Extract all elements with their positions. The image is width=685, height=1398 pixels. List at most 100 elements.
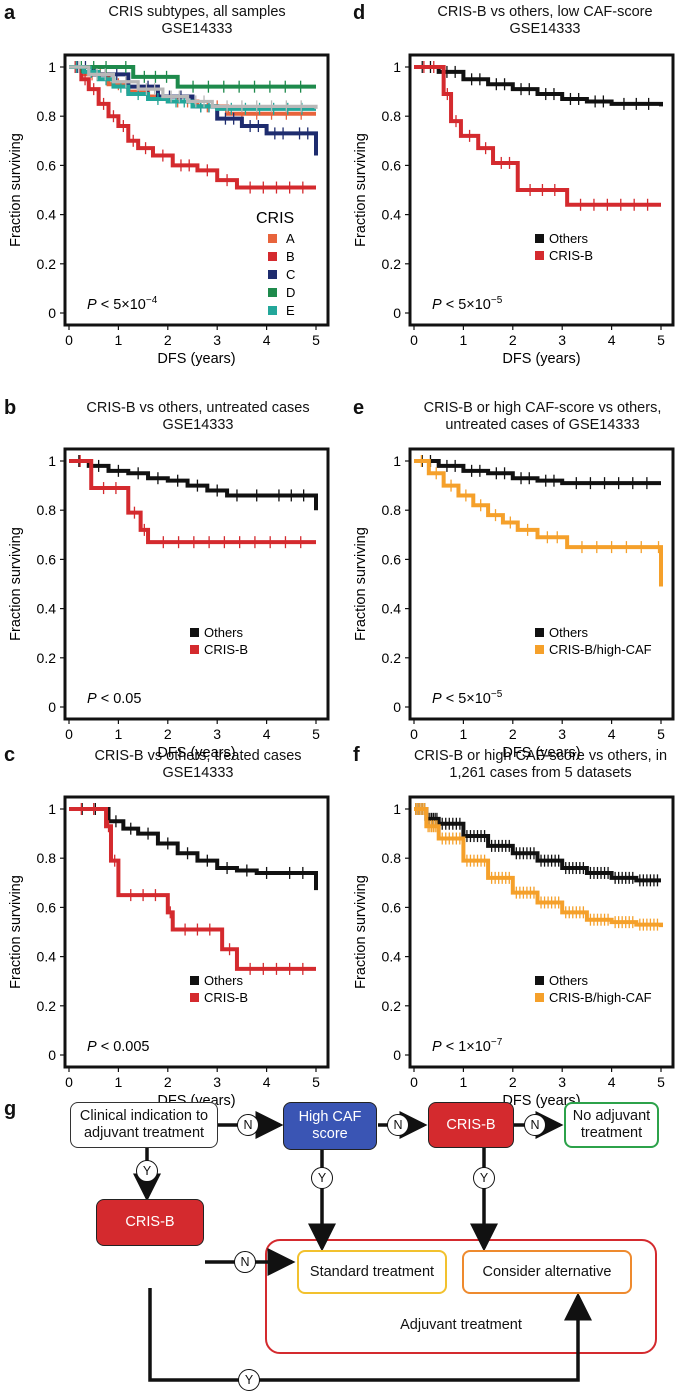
- x-tick-label: 0: [410, 1074, 418, 1090]
- legend-swatch: [190, 645, 199, 654]
- arrow-crisb-left-to-adjuvant: [148, 1288, 592, 1382]
- x-tick-label: 2: [509, 726, 517, 742]
- legend-swatch: [535, 645, 544, 654]
- y-tick-label: 0.2: [37, 650, 57, 666]
- decision-n-1: N: [237, 1114, 259, 1136]
- y-tick-label: 0.8: [382, 108, 402, 124]
- panel-d-title: CRIS-B vs others, low CAF-score GSE14333: [415, 4, 675, 38]
- legend-swatch: [535, 234, 544, 243]
- y-tick-label: 1: [48, 59, 56, 75]
- panel-e-title: CRIS-B or high CAF-score vs others, untr…: [405, 400, 680, 434]
- y-tick-label: 0: [393, 1047, 401, 1063]
- x-tick-label: 1: [460, 332, 468, 348]
- crisb-left-label: CRIS-B: [125, 1214, 175, 1230]
- legend-swatch: [535, 976, 544, 985]
- decision-y-3: Y: [473, 1167, 495, 1189]
- p-value: P < 5×10−4: [87, 295, 158, 313]
- survival-curve-cris-b-high-caf: [414, 807, 663, 928]
- y-tick-label: 0.8: [37, 502, 57, 518]
- x-tick-label: 3: [213, 332, 221, 348]
- y-tick-label: 0.8: [37, 850, 57, 866]
- panel-d-title-line1: CRIS-B vs others, low CAF-score: [437, 4, 653, 20]
- y-tick-label: 0.4: [382, 949, 402, 965]
- y-tick-label: 0.6: [382, 551, 402, 567]
- panel-letter-a: a: [4, 2, 16, 24]
- p-value: P < 5×10−5: [432, 295, 503, 313]
- y-axis-label: Fraction surviving: [8, 133, 24, 247]
- x-tick-label: 3: [558, 332, 566, 348]
- legend-label: Others: [549, 973, 589, 988]
- x-tick-label: 2: [164, 1074, 172, 1090]
- y-axis-label: Fraction surviving: [8, 527, 24, 641]
- legend-label: Others: [204, 973, 244, 988]
- adjuvant-treatment-region: [265, 1239, 657, 1354]
- p-value: P < 5×10−5: [432, 689, 503, 707]
- survival-curve-d: [69, 65, 316, 89]
- legend-label: CRIS-B: [204, 990, 248, 1005]
- y-tick-label: 0.4: [37, 207, 57, 223]
- y-tick-label: 1: [48, 801, 56, 817]
- x-tick-label: 5: [657, 332, 665, 348]
- legend-swatch: [268, 306, 277, 315]
- km-plot-d: 0 0.2 0.4 0.6 0.8 1 0 1 2 3 4 5 DFS (years) Fraction …: [353, 53, 675, 367]
- legend-label: CRIS-B/high-CAF: [549, 642, 652, 657]
- plot-frame: [408, 795, 675, 1069]
- y-tick-label: 0.6: [37, 551, 57, 567]
- plot-frame: [408, 53, 675, 327]
- panel-e-title-line2: untreated cases of GSE14333: [445, 417, 640, 433]
- legend-swatch: [535, 628, 544, 637]
- y-tick-label: 0.2: [37, 256, 57, 272]
- y-tick-label: 0: [48, 1047, 56, 1063]
- legend-label: D: [286, 285, 295, 300]
- decision-y-4: Y: [238, 1369, 260, 1391]
- legend-swatch: [535, 251, 544, 260]
- x-axis-label: DFS (years): [157, 351, 235, 367]
- panel-c-title-line1: CRIS-B vs others, treated cases: [94, 748, 302, 764]
- high-caf-line1: High CAF: [298, 1109, 362, 1125]
- x-tick-label: 3: [213, 1074, 221, 1090]
- y-tick-label: 1: [393, 453, 401, 469]
- standard-treatment-box: Standard treatment: [297, 1250, 447, 1294]
- panel-a-title-line1: CRIS subtypes, all samples: [108, 4, 286, 20]
- clinical-indication-box: Clinical indication to adjuvant treatmen…: [70, 1102, 218, 1148]
- legend-swatch: [268, 288, 277, 297]
- km-plot-f: 0 0.2 0.4 0.6 0.8 1 0 1 2 3 4 5 DFS (years) Fraction …: [353, 795, 675, 1109]
- x-tick-label: 2: [164, 726, 172, 742]
- x-tick-label: 5: [312, 726, 320, 742]
- km-plot-b: 0 0.2 0.4 0.6 0.8 1 0 1 2 3 4 5 DFS (years) Fraction …: [8, 447, 330, 761]
- panel-e-title-line1: CRIS-B or high CAF-score vs others,: [423, 400, 662, 416]
- x-tick-label: 0: [65, 1074, 73, 1090]
- panel-f-title-line1: CRIS-B or high CAF-score vs others, in: [413, 748, 668, 764]
- standard-treatment-label: Standard treatment: [309, 1263, 435, 1280]
- decision-n-4: N: [234, 1251, 256, 1273]
- panel-b-title-line1: CRIS-B vs others, untreated cases: [86, 400, 310, 416]
- panel-a-title: CRIS subtypes, all samples GSE14333: [72, 4, 322, 38]
- y-axis-label: Fraction surviving: [353, 133, 369, 247]
- y-tick-label: 0.8: [382, 502, 402, 518]
- legend-label: Others: [204, 625, 244, 640]
- y-tick-label: 1: [48, 453, 56, 469]
- panel-d-title-line2: GSE14333: [509, 21, 581, 37]
- x-tick-label: 4: [263, 726, 271, 742]
- y-axis-label: Fraction surviving: [353, 875, 369, 989]
- y-tick-label: 0: [393, 699, 401, 715]
- no-adjuvant-line2: treatment: [580, 1125, 643, 1141]
- y-tick-label: 0: [48, 699, 56, 715]
- y-tick-label: 0.2: [382, 256, 402, 272]
- panel-f-title-line2: 1,261 cases from 5 datasets: [449, 765, 632, 781]
- x-tick-label: 0: [65, 332, 73, 348]
- decision-y-2: Y: [311, 1167, 333, 1189]
- y-tick-label: 0.4: [382, 207, 402, 223]
- y-tick-label: 0: [48, 305, 56, 321]
- crisb-left-box: CRIS-B: [96, 1199, 204, 1246]
- crisb-top-box: CRIS-B: [428, 1102, 514, 1148]
- plot-frame: [63, 53, 330, 327]
- y-tick-label: 1: [393, 801, 401, 817]
- legend-label: E: [286, 303, 295, 318]
- legend-label: A: [286, 231, 295, 246]
- decision-y-1: Y: [136, 1160, 158, 1182]
- plot-frame: [63, 795, 330, 1069]
- x-tick-label: 5: [312, 332, 320, 348]
- x-tick-label: 2: [509, 1074, 517, 1090]
